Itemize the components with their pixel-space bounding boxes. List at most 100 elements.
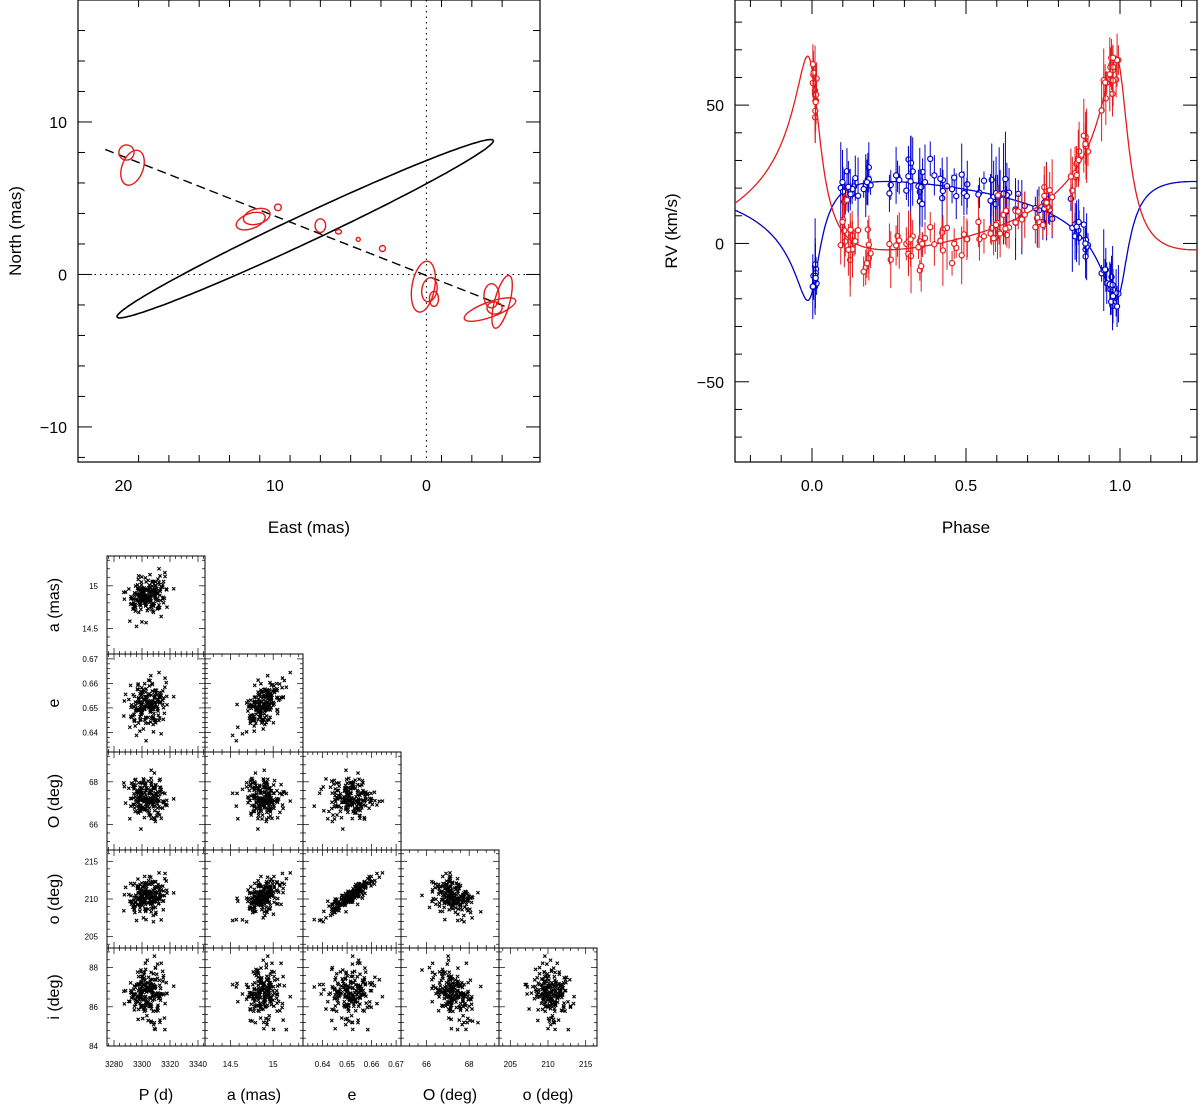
corner-sample-point [251,716,256,721]
corner-sample-point [148,572,152,577]
corner-sample-point [234,985,239,990]
corner-sample-point [567,977,572,982]
corner-sample-point [561,980,566,985]
corner-sample-point [534,989,539,994]
rv-data-point [937,175,944,182]
corner-sample-point [149,779,154,784]
corner-sample-point [342,788,347,793]
rv-data-point [939,229,946,236]
corner-sample-point [268,715,273,720]
corner-x-tick-label: 0.66 [364,1060,380,1069]
corner-sample-point [145,701,150,706]
corner-sample-point [145,801,150,806]
corner-sample-point [264,905,269,910]
corner-sample-point [333,975,338,980]
corner-sample-point [142,681,147,686]
corner-sample-point [343,977,348,982]
corner-sample-point [160,790,165,795]
orbit-y-axis-label: North (mas) [6,186,25,276]
corner-sample-point [129,893,134,898]
corner-sample-point [121,989,126,994]
rv-model-curve [735,55,1197,251]
corner-sample-point [254,970,259,975]
corner-sample-point [333,907,338,912]
corner-y-axis-label: e [46,698,63,707]
corner-sample-point [349,791,354,796]
corner-sample-point [141,884,146,889]
corner-sample-point [333,799,338,804]
corner-sample-point [160,899,165,904]
corner-sample-point [161,975,166,980]
corner-sample-point [158,1018,163,1023]
corner-sample-point [145,1000,150,1005]
corner-sample-point [455,966,460,971]
corner-sample-point [147,989,152,993]
corner-sample-point [121,908,126,913]
corner-sample-point [323,776,328,781]
rv-data-point [987,230,994,237]
corner-x-tick-label: 3340 [189,1060,207,1069]
corner-sample-point [566,1027,571,1032]
corner-sample-point [533,967,538,972]
corner-sample-point [256,811,261,816]
corner-sample-point [282,983,287,988]
corner-sample-point [346,776,351,781]
corner-sample-point [272,791,277,796]
corner-sample-point [463,889,468,894]
corner-sample-point [342,983,347,988]
rv-data-point [852,174,859,182]
corner-y-tick-label: 215 [85,857,99,866]
corner-sample-point [280,803,285,807]
rv-data-point [931,172,938,179]
corner-sample-point [540,983,545,988]
corner-sample-point [352,800,357,805]
corner-sample-point [132,778,137,783]
corner-sample-point [359,993,364,998]
corner-x-axis-label: P (d) [139,1087,173,1104]
corner-sample-point [556,1018,561,1023]
rv-data-point [958,171,965,178]
corner-sample-point [443,1004,448,1009]
corner-sample-point [365,1027,370,1032]
corner-sample-point [272,687,277,692]
corner-sample-point [259,791,264,796]
corner-sample-point [442,899,447,904]
corner-sample-point [442,917,447,922]
corner-sample-point [470,915,475,920]
corner-sample-point [138,827,143,831]
corner-sample-point [235,896,240,901]
corner-sample-point [161,717,166,722]
corner-sample-point [457,896,462,901]
corner-sample-point [333,1026,338,1031]
corner-sample-point [550,1013,555,1018]
corner-sample-point [135,708,140,713]
corner-sample-point [437,969,442,974]
corner-sample-point [152,977,157,982]
corner-sample-point [336,1001,341,1006]
corner-sample-point [127,816,132,821]
corner-sample-point [132,907,137,912]
corner-sample-point [138,987,143,992]
corner-sample-point [136,601,141,606]
corner-sample-point [131,883,136,888]
corner-sample-point [148,594,153,599]
corner-sample-point [141,798,146,803]
rv-data-point [980,233,988,240]
corner-sample-point [456,994,461,999]
corner-sample-point [263,790,268,795]
corner-sample-point [367,881,372,886]
corner-sample-point [252,683,257,688]
rv-data-point [918,262,925,270]
corner-sample-point [155,1005,160,1010]
corner-sample-point [253,795,258,800]
corner-sample-point [349,1020,354,1025]
corner-sample-point [330,985,335,990]
corner-sample-point [247,788,252,793]
corner-sample-point [128,602,133,607]
corner-panel-0-2 [106,653,206,753]
corner-sample-point [158,573,163,578]
corner-sample-point [244,784,249,789]
corner-sample-point [360,1008,365,1013]
corner-sample-point [247,784,252,789]
corner-sample-point [265,807,270,812]
